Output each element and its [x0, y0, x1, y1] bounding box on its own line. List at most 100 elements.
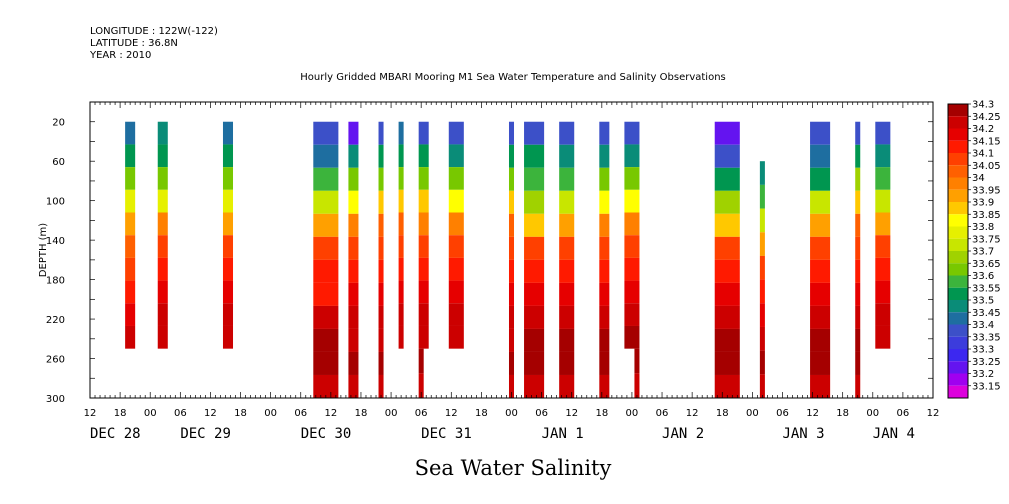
salinity-cell — [157, 235, 168, 258]
salinity-cell — [222, 121, 234, 145]
salinity-cell — [313, 144, 339, 168]
salinity-column — [157, 121, 168, 349]
salinity-cell — [348, 121, 359, 145]
salinity-cell — [875, 121, 891, 145]
salinity-cell — [313, 236, 339, 260]
colorbar-swatch — [948, 226, 968, 239]
salinity-cell — [524, 305, 545, 329]
colorbar-swatch — [948, 336, 968, 349]
colorbar-swatch — [948, 202, 968, 215]
colorbar-swatch — [948, 116, 968, 129]
salinity-cell — [508, 374, 515, 398]
x-hour-label: 06 — [656, 408, 669, 419]
salinity-cell — [378, 374, 384, 398]
salinity-cell — [508, 282, 515, 306]
x-hour-label: 06 — [776, 408, 789, 419]
salinity-cell — [448, 121, 464, 145]
x-hour-label: 18 — [475, 408, 488, 419]
salinity-cell — [714, 282, 740, 306]
salinity-cell — [418, 348, 424, 374]
salinity-cell — [624, 212, 640, 236]
salinity-cell — [222, 257, 234, 281]
salinity-cell — [398, 303, 404, 326]
x-date-label: DEC 29 — [180, 426, 231, 442]
y-tick-label: 260 — [46, 355, 65, 366]
salinity-cell — [398, 325, 404, 349]
salinity-cell — [599, 305, 610, 329]
x-hour-label: 12 — [565, 408, 578, 419]
salinity-cell — [714, 121, 740, 145]
salinity-cell — [125, 167, 136, 190]
salinity-cell — [524, 374, 545, 398]
salinity-cell — [810, 144, 831, 168]
salinity-column — [810, 121, 831, 398]
x-hour-label: 06 — [174, 408, 187, 419]
chart-title: Hourly Gridded MBARI Mooring M1 Sea Wate… — [300, 72, 726, 83]
salinity-cell — [348, 328, 359, 352]
salinity-cell — [313, 305, 339, 329]
salinity-cell — [348, 282, 359, 306]
salinity-cell — [810, 190, 831, 214]
salinity-cell — [559, 305, 575, 329]
y-tick-label: 300 — [46, 394, 65, 405]
salinity-cell — [759, 208, 765, 233]
salinity-cell — [875, 303, 891, 326]
salinity-column — [378, 121, 384, 398]
salinity-cell — [508, 259, 515, 283]
salinity-cell — [855, 374, 861, 398]
colorbar-swatch — [948, 287, 968, 300]
salinity-cell — [508, 213, 515, 237]
x-hour-label: 00 — [746, 408, 759, 419]
salinity-cell — [714, 259, 740, 283]
salinity-cell — [157, 144, 168, 168]
longitude-label: LONGITUDE : 122W(-122) — [90, 26, 218, 37]
salinity-cell — [714, 305, 740, 329]
colorbar-swatch — [948, 251, 968, 264]
salinity-cell — [810, 305, 831, 329]
y-tick-label: 220 — [46, 315, 65, 326]
salinity-cell — [855, 167, 861, 191]
y-tick-label: 180 — [46, 276, 65, 287]
salinity-cell — [378, 121, 384, 145]
salinity-cell — [378, 282, 384, 306]
x-hour-label: 18 — [355, 408, 368, 419]
colorbar-swatch — [948, 104, 968, 117]
salinity-cell — [313, 374, 339, 398]
year-label: YEAR : 2010 — [90, 50, 152, 61]
salinity-cell — [157, 280, 168, 304]
colorbar-label: 33.75 — [972, 234, 1001, 245]
salinity-column — [313, 121, 339, 398]
salinity-cell — [418, 373, 424, 398]
salinity-cell — [524, 121, 545, 145]
salinity-cell — [157, 325, 168, 349]
x-hour-label: 18 — [595, 408, 608, 419]
salinity-cell — [222, 189, 234, 213]
x-hour-label: 00 — [385, 408, 398, 419]
salinity-cell — [875, 325, 891, 349]
salinity-cell — [855, 328, 861, 352]
salinity-cell — [524, 144, 545, 168]
salinity-cell — [875, 257, 891, 281]
axes-layer: 12 18 00 06 12 18 00 06 12 18 00 06 12 18 00 06 12 18 00 06… — [46, 101, 939, 442]
x-hour-label: 00 — [144, 408, 157, 419]
salinity-cell — [624, 144, 640, 168]
salinity-cell — [222, 325, 234, 349]
salinity-cell — [624, 325, 640, 349]
salinity-cell — [599, 236, 610, 260]
x-hour-label: 06 — [897, 408, 910, 419]
salinity-cell — [313, 213, 339, 237]
salinity-cell — [378, 351, 384, 375]
salinity-cell — [448, 235, 464, 258]
salinity-cell — [508, 144, 515, 168]
salinity-cell — [599, 374, 610, 398]
salinity-cell — [508, 167, 515, 191]
salinity-cell — [222, 212, 234, 236]
salinity-cell — [398, 235, 404, 258]
salinity-cell — [599, 167, 610, 191]
salinity-cell — [559, 213, 575, 237]
salinity-cell — [599, 328, 610, 352]
salinity-column — [125, 121, 136, 349]
colorbar-label: 33.15 — [972, 381, 1001, 392]
colorbar-swatch — [948, 361, 968, 374]
salinity-cell — [125, 144, 136, 168]
